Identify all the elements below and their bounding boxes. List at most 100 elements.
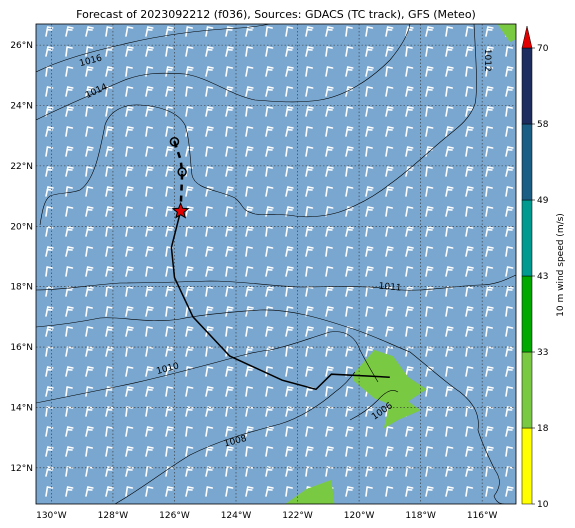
- wind-barb: [285, 166, 294, 177]
- wind-barb: [85, 206, 94, 217]
- wind-barb: [405, 126, 414, 137]
- wind-barb: [225, 226, 234, 237]
- wind-barb: [325, 66, 334, 77]
- wind-barb: [185, 426, 193, 437]
- map-title: Forecast of 2023092212 (f036), Sources: …: [76, 8, 476, 21]
- wind-barb: [105, 446, 114, 457]
- wind-barb: [245, 46, 254, 57]
- wind-barb: [505, 306, 513, 317]
- wind-barb: [425, 486, 434, 497]
- wind-barb: [105, 66, 114, 77]
- wind-barb: [405, 446, 414, 457]
- wind-barb: [145, 26, 154, 37]
- wind-barb: [465, 106, 474, 117]
- wind-barb: [325, 226, 334, 237]
- wind-barb: [385, 426, 394, 437]
- wind-barb: [365, 86, 374, 97]
- wind-barb: [265, 86, 274, 97]
- wind-barb: [285, 346, 293, 357]
- wind-barb: [125, 486, 134, 497]
- wind-barb: [465, 26, 474, 37]
- wind-barb: [405, 486, 414, 497]
- wind-barb: [205, 386, 214, 397]
- wind-barb: [445, 106, 454, 117]
- wind-barb: [465, 126, 474, 137]
- wind-barb: [145, 166, 154, 177]
- wind-barb: [65, 126, 74, 137]
- wind-barb: [405, 66, 414, 77]
- colorbar-tick-label: 43: [537, 272, 548, 282]
- wind-barb: [365, 486, 373, 497]
- wind-barb: [385, 206, 394, 217]
- wind-barb: [65, 306, 74, 317]
- wind-barb: [365, 426, 374, 437]
- wind-barb: [85, 366, 94, 377]
- wind-barb: [505, 166, 514, 177]
- wind-barb: [205, 146, 214, 157]
- wind-barb: [285, 66, 294, 77]
- wind-barb: [365, 66, 374, 77]
- wind-barb: [505, 366, 514, 377]
- wind-barb: [305, 66, 314, 77]
- lat-tick-label: 24°N: [10, 102, 33, 112]
- wind-barb: [325, 306, 334, 317]
- wind-barb: [105, 286, 113, 297]
- wind-barb: [85, 286, 94, 297]
- wind-barb: [485, 106, 494, 117]
- wind-barb: [125, 86, 134, 97]
- cyclone-track: [169, 136, 390, 391]
- wind-barb: [145, 246, 154, 257]
- wind-barb: [245, 66, 254, 77]
- graticule: [36, 24, 516, 504]
- wind-barb: [325, 86, 334, 97]
- wind-barb: [325, 326, 334, 337]
- wind-barb: [485, 386, 494, 397]
- wind-barb: [325, 246, 333, 257]
- wind-barb: [285, 386, 294, 397]
- wind-barb: [345, 446, 354, 457]
- wind-barb: [325, 346, 334, 357]
- wind-barb: [225, 426, 234, 437]
- wind-barb: [165, 206, 174, 217]
- wind-barb: [425, 86, 434, 97]
- wind-barb: [505, 66, 514, 77]
- wind-barb: [445, 326, 454, 337]
- wind-barb: [45, 246, 54, 257]
- wind-barb: [85, 246, 94, 257]
- isobar-1010: [36, 309, 505, 504]
- wind-barb: [145, 326, 154, 337]
- wind-barb: [85, 306, 94, 317]
- wind-barb: [45, 446, 54, 457]
- lat-tick-label: 16°N: [10, 343, 33, 353]
- wind-barb: [485, 226, 494, 237]
- colorbar-tick-label: 33: [537, 348, 548, 358]
- wind-barb: [245, 146, 254, 157]
- high-wind-zone: [497, 24, 516, 43]
- wind-barb: [165, 106, 174, 117]
- wind-barb: [165, 386, 174, 397]
- lon-tick-label: 120°W: [344, 511, 375, 521]
- current-position-star-icon: [171, 201, 190, 219]
- wind-barb: [505, 106, 514, 117]
- wind-barb: [345, 106, 354, 117]
- wind-barb: [185, 366, 194, 377]
- wind-barb: [365, 106, 374, 117]
- past-position-marker: [177, 167, 187, 177]
- wind-barb: [325, 266, 334, 277]
- wind-barb: [65, 486, 74, 497]
- wind-barb: [465, 266, 474, 277]
- wind-barb: [345, 246, 354, 257]
- wind-barb: [505, 126, 514, 137]
- wind-barb: [65, 246, 74, 257]
- wind-barb: [125, 166, 134, 177]
- wind-barb: [65, 386, 73, 397]
- wind-barb: [245, 166, 254, 177]
- wind-barb: [305, 266, 314, 277]
- colorbar-tick-label: 58: [537, 120, 549, 130]
- wind-barb: [65, 206, 74, 217]
- wind-barb: [305, 146, 314, 157]
- wind-barb: [445, 66, 454, 77]
- wind-barb: [105, 26, 114, 37]
- wind-barb: [225, 126, 234, 137]
- wind-barb: [185, 446, 194, 457]
